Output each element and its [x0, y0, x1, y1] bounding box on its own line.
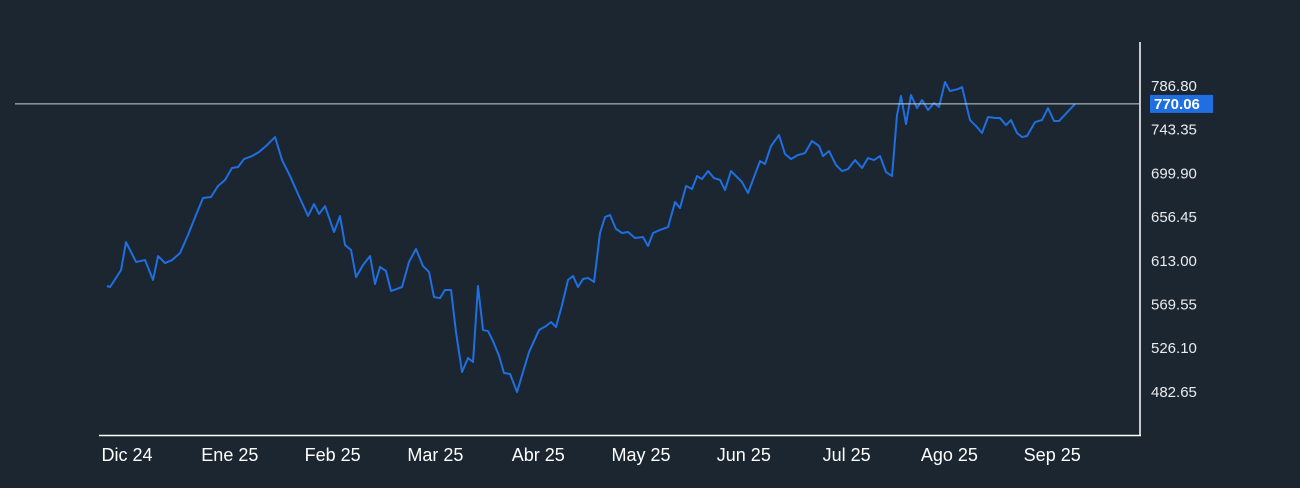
price-line [106, 81, 1076, 393]
y-tick-label: 526.10 [1151, 340, 1197, 357]
x-tick-label: Dic 24 [102, 445, 153, 465]
y-tick-label: 699.90 [1151, 165, 1197, 182]
y-tick-label: 786.80 [1151, 78, 1197, 95]
x-tick-label: Sep 25 [1024, 445, 1081, 465]
x-tick-label: Feb 25 [305, 445, 361, 465]
y-tick-label: 482.65 [1151, 384, 1197, 401]
x-tick-label: Ene 25 [201, 445, 258, 465]
last-value-label: 770.06 [1154, 96, 1200, 113]
x-tick-label: Jun 25 [717, 445, 771, 465]
x-tick-label: Jul 25 [823, 445, 871, 465]
y-tick-label: 569.55 [1151, 297, 1197, 314]
y-tick-label: 613.00 [1151, 253, 1197, 270]
x-tick-label: May 25 [612, 445, 671, 465]
y-tick-label: 743.35 [1151, 122, 1197, 139]
y-tick-label: 656.45 [1151, 209, 1197, 226]
last-value-box [1150, 94, 1213, 113]
x-tick-label: Mar 25 [407, 445, 463, 465]
x-tick-label: Abr 25 [512, 445, 565, 465]
x-tick-label: Ago 25 [921, 445, 978, 465]
